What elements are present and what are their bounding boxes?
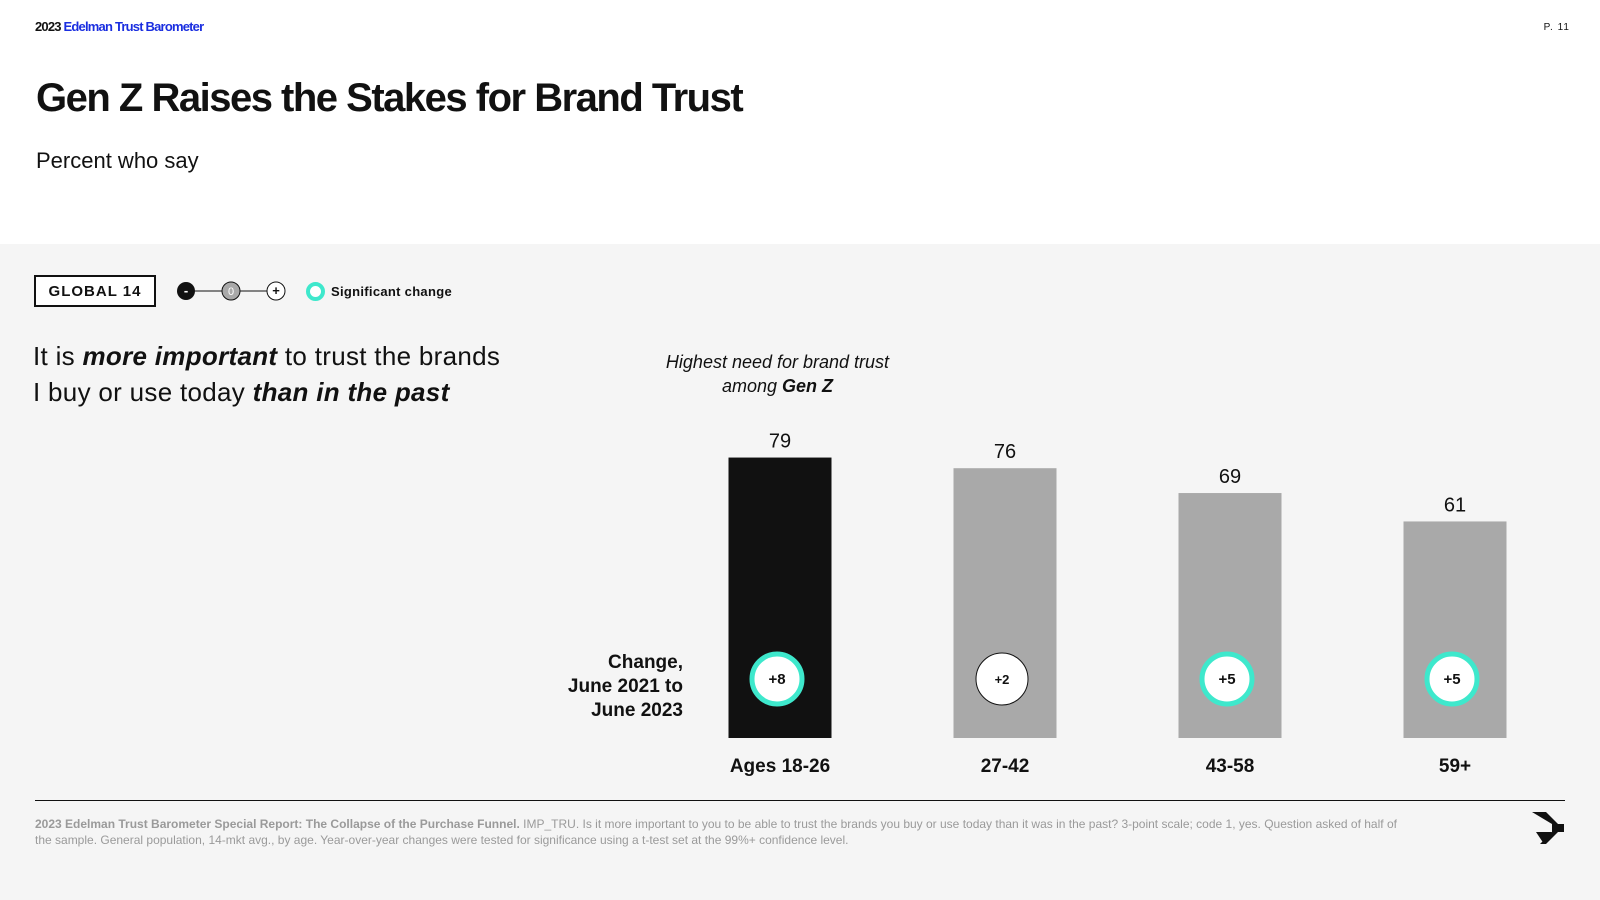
minus-icon xyxy=(177,282,195,300)
survey-statement: It is more important to trust the brands… xyxy=(33,338,500,410)
footer-divider xyxy=(35,800,1565,801)
bar-value-label: 79 xyxy=(769,431,791,453)
chart-annotation: Highest need for brand trust among Gen Z xyxy=(665,352,890,396)
significant-change-icon xyxy=(306,282,325,301)
bar-value-label: 76 xyxy=(994,441,1016,463)
change-circle xyxy=(749,651,805,707)
change-circle xyxy=(1424,651,1480,707)
arrow-icon xyxy=(1532,812,1564,844)
category-label: 43-58 xyxy=(1206,756,1255,777)
change-value-label: +5 xyxy=(1218,671,1235,688)
brand-logo: 2023 Edelman Trust Barometer xyxy=(35,19,204,34)
header-area xyxy=(0,0,1600,244)
bar-value-label: 69 xyxy=(1219,466,1241,488)
statement-line-2: I buy or use today than in the past xyxy=(33,377,450,407)
category-label: 59+ xyxy=(1439,756,1471,777)
footnote: 2023 Edelman Trust Barometer Special Rep… xyxy=(35,817,1397,847)
category-label: Ages 18-26 xyxy=(730,756,830,777)
change-value-label: +8 xyxy=(768,671,785,688)
page-number: P. 11 xyxy=(1543,22,1570,33)
minus-label: - xyxy=(184,283,188,298)
zero-icon xyxy=(221,281,241,301)
plus-label: + xyxy=(272,283,280,298)
emphasis-than-past: than in the past xyxy=(252,377,450,407)
statement-line-1: It is more important to trust the brands xyxy=(33,341,501,371)
plus-icon xyxy=(266,281,286,301)
emphasis-more-important: more important xyxy=(82,341,278,371)
change-value-label: +5 xyxy=(1443,671,1460,688)
change-circle xyxy=(1199,651,1255,707)
change-scale-legend: - 0 + xyxy=(177,281,286,301)
change-value-label: +2 xyxy=(995,672,1010,687)
bar-value-label: 61 xyxy=(1444,494,1466,516)
page-subtitle: Percent who say xyxy=(36,148,199,173)
change-circle xyxy=(975,652,1029,706)
significant-change-label: Significant change xyxy=(331,284,452,299)
zero-label: 0 xyxy=(228,286,234,298)
category-label: 27-42 xyxy=(981,756,1030,777)
page-title: Gen Z Raises the Stakes for Brand Trust xyxy=(36,76,744,120)
change-label: Change, June 2021 to June 2023 xyxy=(567,652,683,721)
region-badge: GLOBAL 14 xyxy=(34,275,156,307)
